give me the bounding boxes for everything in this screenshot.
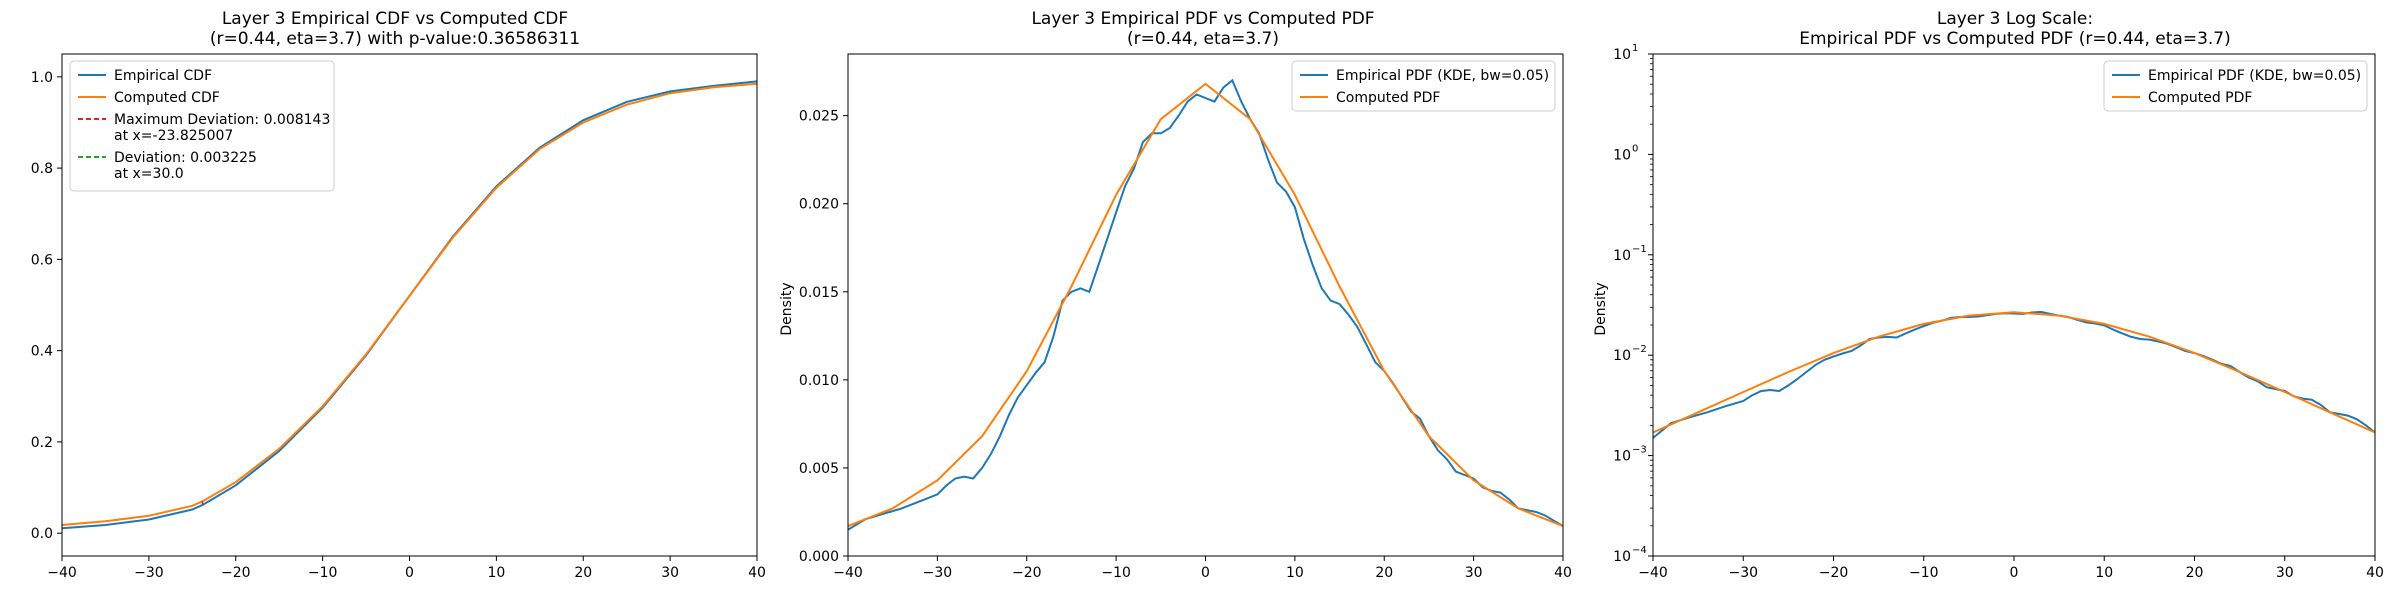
y-tick-label: 10 (1613, 47, 1631, 63)
pdf-plot-area: −40 −30 −20 −10 0 10 20 30 40 0.000 0.005 0.010 0.01… (799, 53, 1572, 581)
x-tick-label: 40 (1554, 565, 1572, 581)
x-tick-label: −10 (1909, 565, 1939, 581)
y-tick-label: 0.2 (31, 435, 53, 451)
x-tick-label: 0 (405, 565, 414, 581)
series-line-computed (848, 82, 1563, 528)
y-tick-label: 0.025 (799, 109, 839, 125)
y-tick-exponent: 0 (1632, 143, 1638, 154)
legend-entry-sublabel: at x=-23.825007 (114, 128, 233, 144)
x-tick-label: 30 (2276, 565, 2294, 581)
pdf-title-line2: (r=0.44, eta=3.7) (1127, 29, 1279, 49)
x-tick-label: −30 (134, 565, 164, 581)
legend-entry-sublabel: at x=30.0 (114, 166, 184, 182)
cdf-legend: Empirical CDF Computed CDF Maximum Deviati… (69, 60, 335, 192)
x-tick-label: −20 (1012, 565, 1042, 581)
pdf-legend: Empirical PDF (KDE, bw=0.05) Computed PDF (1291, 60, 1556, 112)
legend-box (69, 60, 335, 192)
panel-pdf: Layer 3 Empirical PDF vs Computed PDF (r… (779, 9, 1572, 581)
legend-box (1291, 60, 1556, 112)
log-title-line2: Empirical PDF vs Computed PDF (r=0.44, e… (1799, 29, 2230, 49)
x-tick-label: −40 (1638, 565, 1668, 581)
y-tick-label: 0.015 (799, 285, 839, 301)
y-tick-exponent: −2 (1632, 344, 1647, 355)
x-tick-label: −30 (1728, 565, 1758, 581)
legend-entry-label: Computed CDF (114, 90, 220, 106)
panel-log-pdf: Layer 3 Log Scale: Empirical PDF vs Comp… (1593, 9, 2384, 581)
legend-entry-label: Computed PDF (2148, 90, 2252, 106)
y-tick-label: 10 (1613, 248, 1631, 264)
legend-entry-label: Empirical PDF (KDE, bw=0.05) (1336, 68, 1549, 84)
y-tick-label: 0.0 (31, 526, 53, 542)
panel-cdf: Layer 3 Empirical CDF vs Computed CDF (r… (31, 9, 766, 581)
cdf-title-line1: Layer 3 Empirical CDF vs Computed CDF (222, 9, 568, 29)
x-tick-label: −30 (923, 565, 953, 581)
x-tick-label: −10 (308, 565, 338, 581)
x-tick-label: 20 (574, 565, 592, 581)
x-tick-label: −20 (221, 565, 251, 581)
log-ylabel: Density (1593, 282, 1609, 335)
y-tick-label: 1.0 (31, 70, 53, 86)
x-tick-label: −20 (1819, 565, 1849, 581)
cdf-plot-area: −40 −30 −20 −10 0 10 20 30 40 0.0 0.2 0.4 0.6 0.8 1.0 (31, 53, 766, 581)
series-line-empirical (1653, 310, 2375, 439)
axes-frame (847, 53, 1564, 557)
cdf-title-line2: (r=0.44, eta=3.7) with p-value:0.3658631… (210, 29, 580, 49)
x-tick-label: 40 (2366, 565, 2384, 581)
x-tick-label: −10 (1101, 565, 1131, 581)
series-line-computed (1653, 311, 2375, 434)
y-tick-exponent: −3 (1632, 445, 1647, 456)
y-tick-exponent: −1 (1632, 244, 1647, 255)
legend-entry-label: Empirical CDF (114, 68, 212, 84)
y-tick-label: 10 (1613, 147, 1631, 163)
x-tick-label: −40 (47, 565, 77, 581)
legend-box (2103, 60, 2368, 112)
legend-entry-label: Empirical PDF (KDE, bw=0.05) (2148, 68, 2361, 84)
x-tick-label: 0 (1201, 565, 1210, 581)
legend-entry-label: Computed PDF (1336, 90, 1440, 106)
log-legend: Empirical PDF (KDE, bw=0.05) Computed PDF (2103, 60, 2368, 112)
axes-frame (1652, 53, 2376, 557)
x-tick-label: 40 (748, 565, 766, 581)
x-tick-label: 20 (1375, 565, 1393, 581)
y-tick-label: 0.005 (799, 461, 839, 477)
y-tick-label: 10 (1613, 549, 1631, 565)
series-line-empirical (848, 78, 1563, 531)
y-tick-exponent: 1 (1632, 43, 1638, 54)
y-tick-label: 0.000 (799, 549, 839, 565)
legend-entry-label: Maximum Deviation: 0.008143 (114, 112, 330, 128)
x-tick-label: 0 (2010, 565, 2019, 581)
series-line-computed (62, 82, 757, 526)
y-tick-label: 0.4 (31, 344, 53, 360)
pdf-title-line1: Layer 3 Empirical PDF vs Computed PDF (1031, 9, 1374, 29)
pdf-ylabel: Density (779, 282, 795, 335)
x-tick-label: 10 (487, 565, 505, 581)
legend-entry-label: Deviation: 0.003225 (114, 150, 257, 166)
y-tick-label: 10 (1613, 348, 1631, 364)
x-tick-label: 10 (1286, 565, 1304, 581)
x-tick-label: −40 (833, 565, 863, 581)
log-title-line1: Layer 3 Log Scale: (1937, 9, 2093, 29)
x-tick-label: 30 (1465, 565, 1483, 581)
x-tick-label: 20 (2186, 565, 2204, 581)
y-tick-label: 0.010 (799, 373, 839, 389)
y-tick-label: 0.6 (31, 252, 53, 268)
x-tick-label: 10 (2095, 565, 2113, 581)
y-tick-exponent: −4 (1632, 545, 1647, 556)
y-tick-label: 0.8 (31, 161, 53, 177)
y-tick-label: 0.020 (799, 197, 839, 213)
y-tick-label: 10 (1613, 449, 1631, 465)
x-tick-label: 30 (661, 565, 679, 581)
